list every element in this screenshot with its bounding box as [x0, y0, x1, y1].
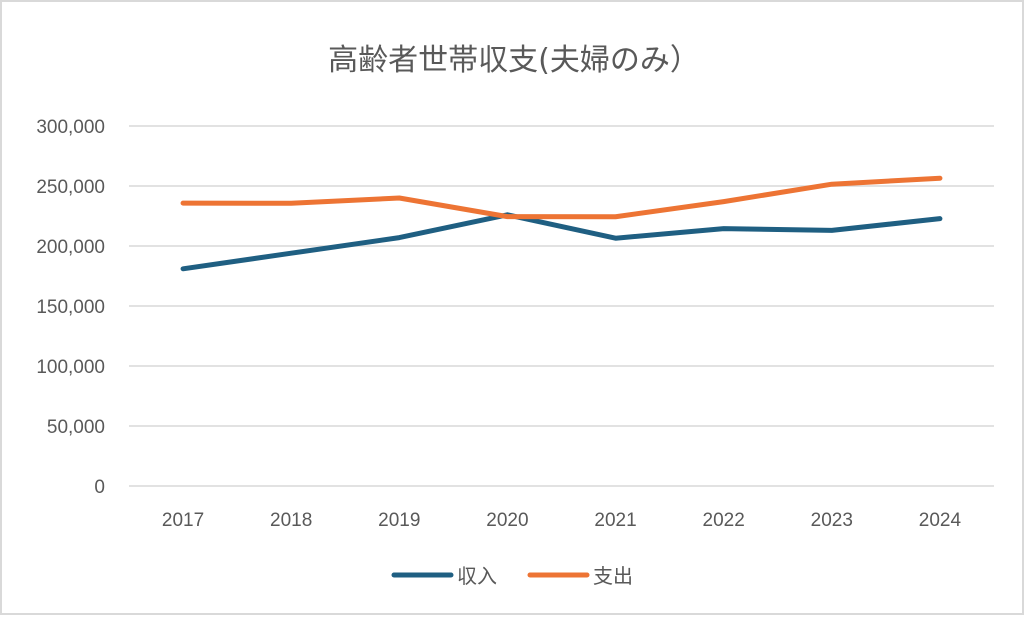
y-axis-ticks: 0 50,000 100,000 150,000 200,000 250,000 300,0…: [36, 117, 105, 498]
y-tick-label: 100,000: [36, 357, 105, 378]
legend: 収入 支出: [394, 564, 633, 588]
legend-item-income: 収入: [394, 564, 497, 588]
x-tick-label: 2023: [811, 510, 853, 531]
y-tick-label: 200,000: [36, 237, 105, 258]
x-tick-label: 2024: [919, 510, 962, 531]
x-tick-label: 2021: [594, 510, 636, 531]
legend-label: 支出: [593, 564, 633, 588]
x-tick-label: 2019: [378, 510, 420, 531]
x-axis-ticks: 2017 2018 2019 2020 2021 2022 2023 2024: [162, 510, 962, 531]
legend-item-expense: 支出: [530, 564, 633, 588]
y-tick-label: 50,000: [47, 417, 105, 438]
x-tick-label: 2020: [486, 510, 528, 531]
y-tick-label: 300,000: [36, 117, 105, 138]
y-tick-label: 0: [94, 477, 105, 498]
series-lines: [183, 178, 940, 269]
x-tick-label: 2022: [703, 510, 745, 531]
x-tick-label: 2018: [270, 510, 312, 531]
series-line-income: [183, 215, 940, 269]
x-tick-label: 2017: [162, 510, 204, 531]
y-tick-label: 150,000: [36, 297, 105, 318]
chart-title: 高齢者世帯収支(夫婦のみ）: [328, 43, 700, 78]
legend-label: 収入: [457, 564, 497, 588]
series-line-expense: [183, 178, 940, 217]
y-tick-label: 250,000: [36, 177, 105, 198]
